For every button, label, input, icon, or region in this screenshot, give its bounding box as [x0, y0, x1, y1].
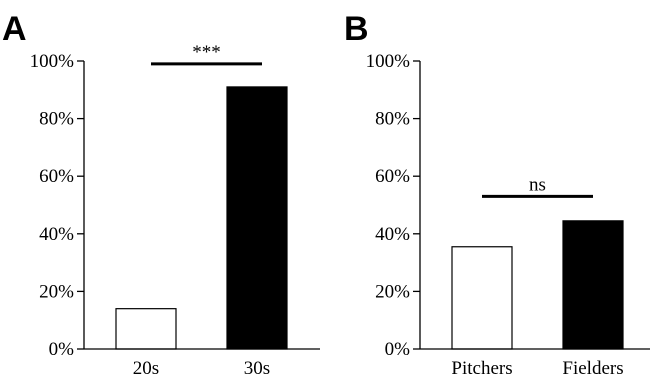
panel-b-y-tick-label: 80%	[375, 109, 410, 130]
panel-a-y-tick-label: 20%	[39, 281, 74, 302]
panel-a-significance-label: ***	[192, 42, 221, 63]
panel-a-y-tick-label: 60%	[39, 166, 74, 187]
panel-a-y-tick-label: 80%	[39, 109, 74, 130]
panel-b: B 0% 20% 40% 60% 80% 100% Pitchers Fielders ns	[344, 10, 650, 379]
panel-a-letter: A	[2, 10, 27, 48]
panel-a: A 0% 20% 40% 60% 80% 100% 20s 30s ***	[2, 10, 320, 379]
panel-b-bar-pitchers	[451, 246, 513, 350]
panel-b-y-tick-label: 20%	[375, 281, 410, 302]
panel-b-y-tick-label: 40%	[375, 224, 410, 245]
panel-b-y-tick-label: 100%	[366, 51, 411, 72]
panel-b-letter: B	[344, 10, 369, 48]
panel-a-y-tick-label: 0%	[49, 339, 75, 360]
panel-b-y-tick-label: 60%	[375, 166, 410, 187]
panel-b-bar-fielders	[562, 220, 624, 350]
panel-a-y-tick-label: 100%	[30, 51, 75, 72]
panel-a-y-tick-label: 40%	[39, 224, 74, 245]
panel-a-bar-20s	[115, 308, 177, 350]
panel-a-x-tick-label: 30s	[244, 358, 270, 379]
panel-a-x-tick-label: 20s	[133, 358, 159, 379]
panel-b-significance-label: ns	[529, 174, 546, 195]
panel-a-bar-30s	[226, 86, 288, 350]
panel-b-x-tick-label: Fielders	[562, 358, 623, 379]
panel-b-x-tick-label: Pitchers	[451, 358, 512, 379]
panel-b-y-tick-label: 0%	[385, 339, 411, 360]
